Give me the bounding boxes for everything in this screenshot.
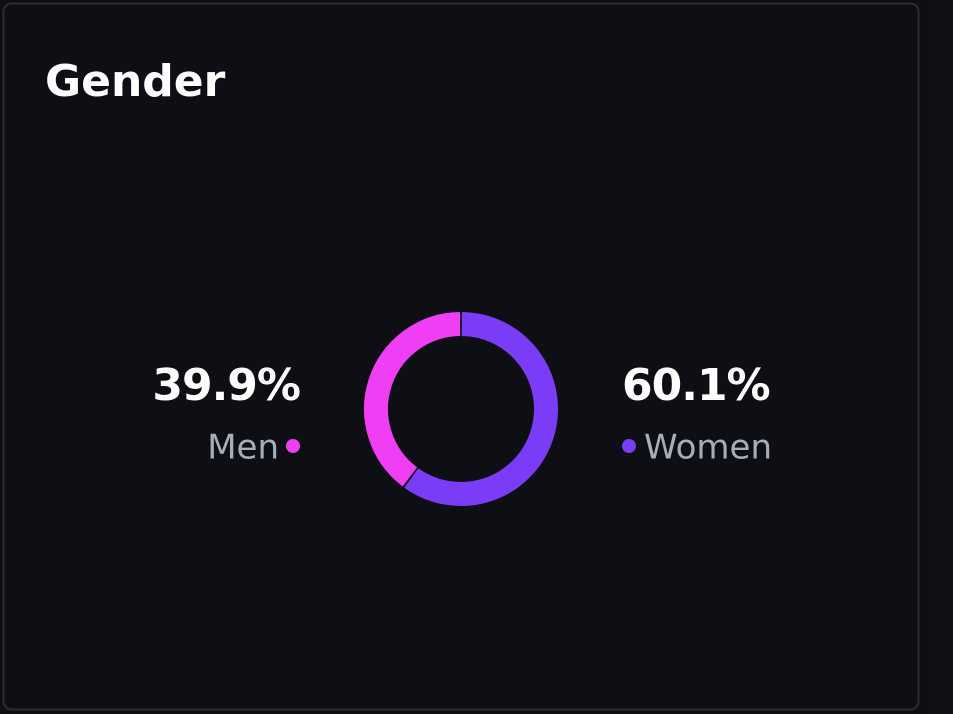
card — [2, 2, 920, 711]
side-panel — [928, 0, 953, 714]
legend-marker — [286, 439, 300, 453]
value-label: 60.1% — [622, 360, 770, 411]
chart-title: Gender — [45, 56, 226, 107]
donut-segment — [404, 312, 558, 506]
legend-marker — [622, 439, 636, 453]
value-label: 39.9% — [152, 360, 300, 411]
legend-label: Women — [644, 428, 772, 468]
legend-label: Men — [207, 428, 279, 468]
donut-segment — [364, 312, 461, 487]
